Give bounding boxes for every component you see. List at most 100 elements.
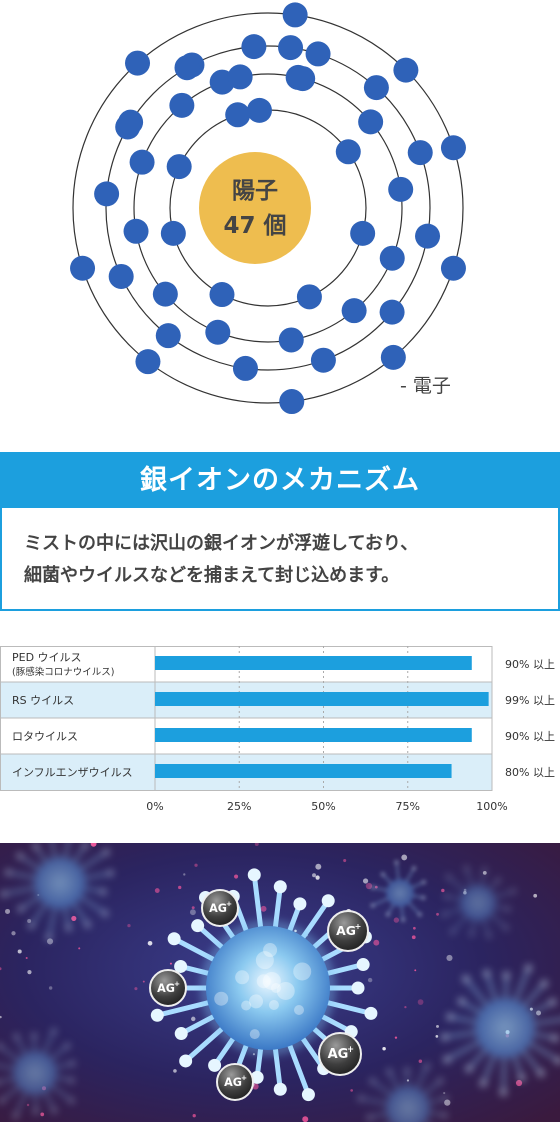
particle <box>252 1083 259 1090</box>
particle <box>436 912 439 916</box>
electron <box>379 299 405 325</box>
particle <box>17 949 22 954</box>
virus-spike-tip <box>150 1008 164 1022</box>
electrons <box>70 2 466 415</box>
virus-spike-tip <box>208 1058 222 1072</box>
mechanism-description-box: ミストの中には沢山の銀イオンが浮遊しており、 細菌やウイルスなどを捕まえて封じ込… <box>0 508 560 611</box>
particle <box>362 878 369 884</box>
x-tick-label: 50% <box>311 800 335 813</box>
particle <box>436 1024 439 1028</box>
particle <box>78 947 81 950</box>
electron <box>350 220 376 246</box>
value-label: 99% 以上 <box>505 694 555 707</box>
particle <box>25 957 28 960</box>
electron <box>225 102 251 128</box>
x-tick-label: 0% <box>146 800 163 813</box>
orbit-ring <box>133 73 403 343</box>
electron <box>123 218 149 244</box>
category-label: RS ウイルス <box>12 694 74 707</box>
electron <box>166 154 192 180</box>
particle <box>414 969 417 972</box>
ag-ion-label: AG <box>209 902 227 915</box>
particle <box>191 1016 196 1022</box>
particle <box>446 954 453 962</box>
particle <box>533 893 538 898</box>
electron <box>305 41 331 67</box>
description-line-2: 細菌やウイルスなどを捕まえて封じ込めます。 <box>24 565 400 586</box>
particle <box>27 919 32 923</box>
electron <box>70 255 96 281</box>
electron <box>125 50 151 76</box>
electron <box>246 97 272 123</box>
background-virus <box>358 1063 448 1122</box>
particle <box>394 1036 398 1039</box>
electron <box>310 347 336 373</box>
electron <box>108 263 134 289</box>
background-virus <box>441 964 560 1096</box>
bar <box>155 656 472 670</box>
particle <box>11 931 16 936</box>
electron <box>278 327 304 353</box>
description-line-1: ミストの中には沢山の銀イオンが浮遊しており、 <box>24 533 419 554</box>
electron <box>174 55 200 81</box>
electron <box>205 319 231 345</box>
virus-spike-tip <box>364 1006 378 1020</box>
particle <box>367 977 373 983</box>
electron <box>155 323 181 349</box>
value-label: 90% 以上 <box>505 658 555 671</box>
category-label: インフルエンザウイルス <box>12 766 133 779</box>
ag-ion-badge: AG+ <box>318 1032 362 1076</box>
category-sublabel: (豚感染コロナウイルス) <box>12 666 114 678</box>
category-label: ロタウイルス <box>12 730 78 743</box>
electron <box>282 2 308 28</box>
electron-label: - 電子 <box>400 375 451 397</box>
virus-spike-tip <box>174 1027 188 1041</box>
virus-surface-detail <box>293 962 312 981</box>
orbit-ring <box>72 12 464 404</box>
particle <box>350 1089 354 1092</box>
particle <box>234 874 239 879</box>
electron <box>407 140 433 166</box>
mechanism-title: 銀イオンのメカニズム <box>140 465 420 496</box>
x-tick-label: 100% <box>476 800 507 813</box>
particle <box>134 987 138 991</box>
ag-ion-label: AG <box>336 923 356 938</box>
electron <box>358 109 384 135</box>
particle <box>191 906 195 910</box>
mechanism-title-banner: 銀イオンのメカニズム <box>0 452 560 510</box>
electron <box>415 223 441 249</box>
virus-spike-tip <box>356 958 370 972</box>
ag-ion-superscript: + <box>174 979 180 988</box>
particle <box>178 885 182 890</box>
category-label: PED ウイルス <box>12 651 82 664</box>
virus-spike-tip <box>293 897 307 911</box>
virus-spike-tip <box>301 1088 315 1102</box>
particle <box>142 980 145 983</box>
particle <box>515 1079 523 1087</box>
mechanism-description: ミストの中には沢山の銀イオンが浮遊しており、 細菌やウイルスなどを捕まえて封じ込… <box>24 528 544 592</box>
orbit-ring <box>105 45 431 371</box>
electron <box>118 109 144 135</box>
electron <box>379 245 405 271</box>
ag-ion-superscript: + <box>347 1044 354 1054</box>
particle <box>0 1015 2 1019</box>
particle <box>365 882 373 890</box>
particle <box>529 1007 533 1011</box>
particle <box>435 1035 439 1038</box>
electron <box>160 220 186 246</box>
electron <box>135 349 161 375</box>
particle <box>254 843 259 847</box>
ag-ion-badge: AG+ <box>327 910 369 952</box>
background-virus <box>442 866 516 938</box>
particle <box>169 962 172 965</box>
electron <box>335 139 361 165</box>
virus-surface-detail <box>276 981 295 1000</box>
particle <box>183 873 186 876</box>
particle <box>443 1091 446 1095</box>
x-tick-label: 75% <box>396 800 420 813</box>
virus-surface-detail <box>241 1000 252 1011</box>
bar <box>155 764 452 778</box>
particle <box>413 926 416 930</box>
nucleus <box>199 152 311 264</box>
value-label: 80% 以上 <box>505 766 555 779</box>
